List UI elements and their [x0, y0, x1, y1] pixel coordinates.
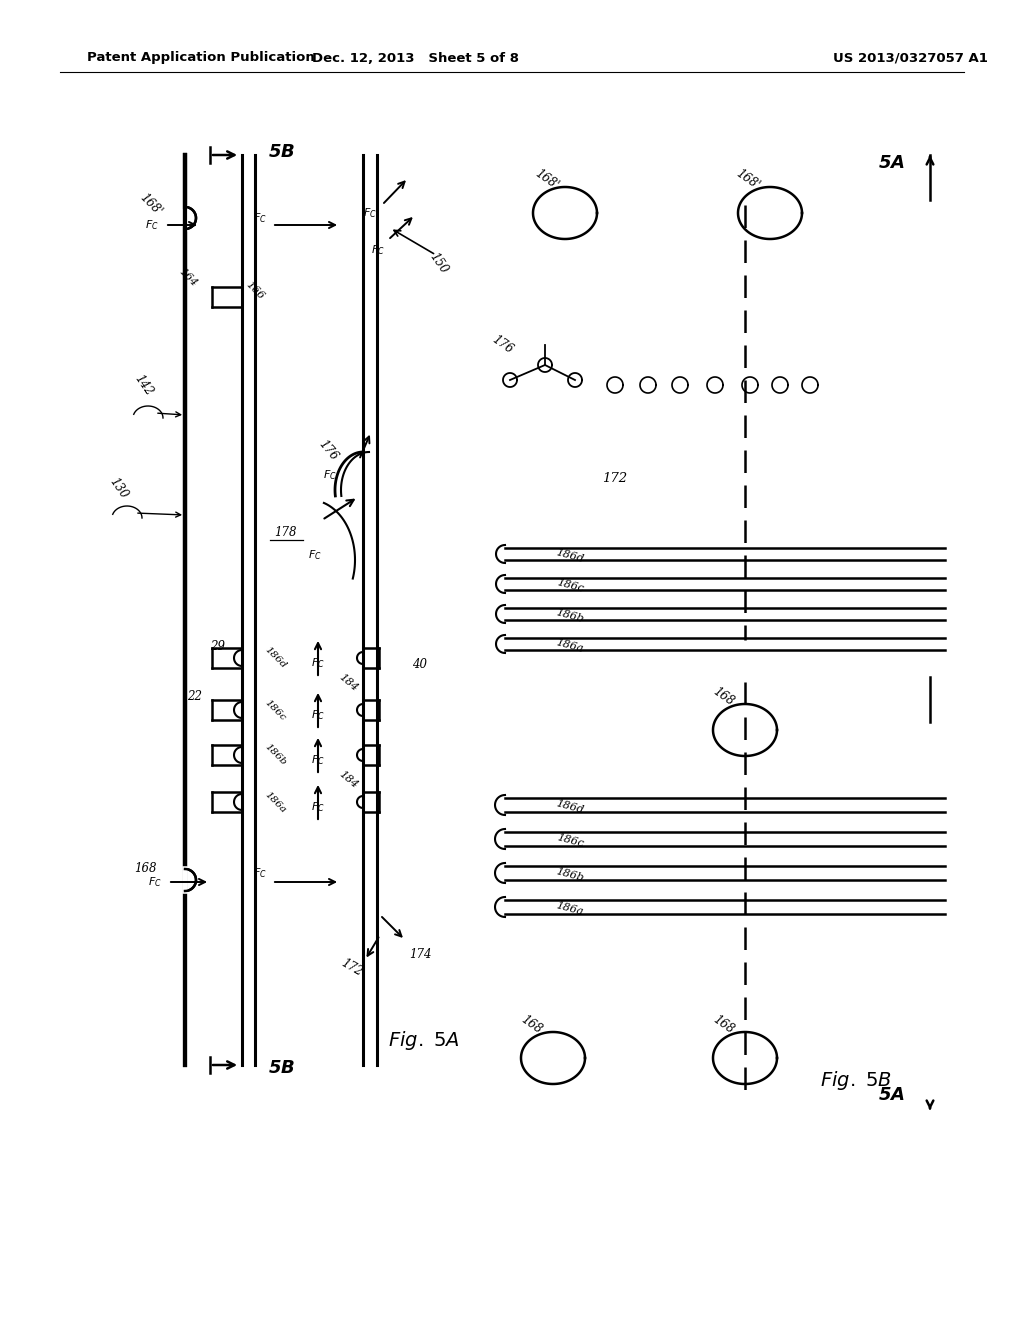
Text: $\bfit{5B}$: $\bfit{5B}$ — [268, 1059, 295, 1077]
Text: US 2013/0327057 A1: US 2013/0327057 A1 — [833, 51, 987, 65]
Text: 40: 40 — [413, 659, 427, 672]
Text: $F_C$: $F_C$ — [253, 866, 267, 880]
Text: 168': 168' — [137, 191, 165, 219]
Text: $\bfit{5B}$: $\bfit{5B}$ — [268, 143, 295, 161]
Text: $F_C$: $F_C$ — [324, 469, 337, 482]
Text: 186c: 186c — [555, 833, 585, 849]
Text: 176: 176 — [489, 333, 515, 356]
Text: $F_C$: $F_C$ — [311, 800, 325, 814]
Text: $F_C$: $F_C$ — [308, 548, 322, 562]
Text: 164: 164 — [177, 265, 199, 288]
Text: $F_C$: $F_C$ — [148, 875, 162, 888]
Text: $F_C$: $F_C$ — [364, 206, 377, 220]
Text: 186c: 186c — [263, 698, 288, 722]
Text: 168: 168 — [518, 1014, 544, 1036]
Text: 172: 172 — [602, 471, 628, 484]
Text: 186b: 186b — [262, 742, 288, 767]
Text: Patent Application Publication: Patent Application Publication — [87, 51, 314, 65]
Text: 178: 178 — [273, 527, 296, 540]
Text: $\bfit{5A}$: $\bfit{5A}$ — [878, 1086, 905, 1104]
Text: 166: 166 — [244, 279, 266, 301]
Text: 186b: 186b — [555, 866, 585, 883]
Text: $\mathit{Fig.\ 5A}$: $\mathit{Fig.\ 5A}$ — [388, 1028, 460, 1052]
Text: $F_C$: $F_C$ — [145, 218, 159, 232]
Text: $F_C$: $F_C$ — [253, 211, 267, 224]
Text: $\mathit{Fig.\ 5B}$: $\mathit{Fig.\ 5B}$ — [820, 1068, 892, 1092]
Text: 186d: 186d — [555, 799, 585, 816]
Text: 184: 184 — [337, 672, 359, 694]
Text: $F_C$: $F_C$ — [311, 708, 325, 722]
Text: 174: 174 — [409, 948, 431, 961]
Text: $F_C$: $F_C$ — [311, 754, 325, 767]
Text: 29: 29 — [211, 640, 225, 653]
Text: 184: 184 — [337, 770, 359, 791]
Text: 186d: 186d — [555, 548, 585, 565]
Text: $F_C$: $F_C$ — [371, 243, 385, 257]
Text: 176: 176 — [315, 437, 340, 463]
Text: 168: 168 — [134, 862, 157, 874]
Text: 186a: 186a — [262, 789, 288, 814]
Text: 168': 168' — [734, 168, 762, 193]
Text: 186c: 186c — [555, 578, 585, 594]
Text: 186b: 186b — [555, 607, 585, 624]
Text: 186a: 186a — [555, 638, 585, 655]
Text: 168: 168 — [710, 1014, 736, 1036]
Text: 186a: 186a — [555, 900, 585, 917]
Text: 168: 168 — [710, 685, 736, 709]
Text: 22: 22 — [187, 690, 203, 704]
Text: 168': 168' — [532, 168, 561, 193]
Text: $\bfit{5A}$: $\bfit{5A}$ — [878, 154, 905, 172]
Text: 186d: 186d — [262, 645, 288, 671]
Text: 150: 150 — [426, 249, 450, 276]
Text: 172: 172 — [339, 957, 365, 979]
Text: 130: 130 — [106, 475, 130, 502]
Text: 142: 142 — [131, 372, 155, 397]
Text: $F_C$: $F_C$ — [311, 656, 325, 671]
Text: Dec. 12, 2013   Sheet 5 of 8: Dec. 12, 2013 Sheet 5 of 8 — [311, 51, 518, 65]
